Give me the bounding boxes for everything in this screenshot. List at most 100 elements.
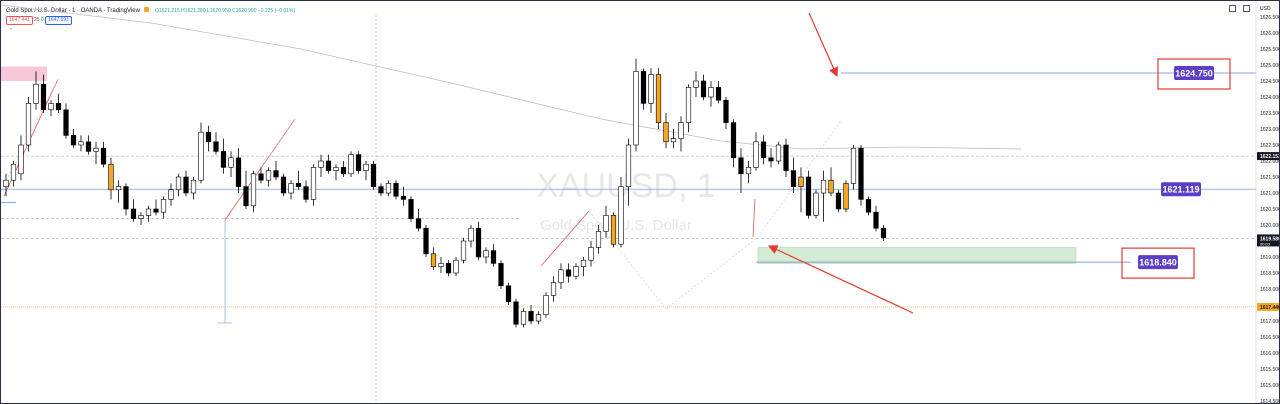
candle-body xyxy=(220,151,227,168)
resistance-level-label: 1624.750 xyxy=(1175,69,1213,79)
candle-body xyxy=(288,183,294,194)
candle-body xyxy=(243,186,249,207)
maximize-window-icon[interactable] xyxy=(1243,5,1250,12)
candle-body xyxy=(408,199,414,219)
y-tick-label: 1617.000 xyxy=(1260,319,1279,325)
candle-body xyxy=(348,154,354,175)
annotation-arrow-top xyxy=(808,12,838,78)
candle-body xyxy=(625,144,632,187)
ohlc-readout: O1621.215 H1621.280 L1620.950 C1620.990 … xyxy=(155,8,296,14)
candle-body xyxy=(798,176,804,187)
spread-value: 25.0 xyxy=(34,17,44,23)
pivot-level-label-bg xyxy=(1161,182,1201,197)
candle-body xyxy=(378,186,384,194)
candle-body xyxy=(228,157,234,168)
candle-body xyxy=(783,144,789,171)
swing-line-2 xyxy=(540,210,590,267)
orange-level-tag: 1617.440 xyxy=(1260,305,1279,311)
candle-body xyxy=(18,144,24,175)
candle-body xyxy=(460,240,467,261)
swing-line-3 xyxy=(752,198,756,238)
symbol-title[interactable]: Gold Spot / U.S. Dollar · 1 · OANDA · Tr… xyxy=(6,8,140,14)
y-tick-label: 1616.500 xyxy=(1260,335,1279,341)
dotted-swing-1 xyxy=(224,118,296,222)
y-tick-label: 1618.000 xyxy=(1260,287,1279,293)
candle-body xyxy=(708,87,714,98)
candle-body xyxy=(153,208,159,213)
candle-body xyxy=(753,141,759,168)
y-tick-label: 1626.500 xyxy=(1260,15,1279,21)
y-tick-label: 1620.000 xyxy=(1260,223,1279,229)
current-price-tag: 1619.580 xyxy=(1260,236,1279,242)
candle-body xyxy=(558,269,564,283)
candle-body xyxy=(850,147,857,184)
candle-body xyxy=(453,259,459,274)
candle-body xyxy=(138,215,144,219)
candle-body xyxy=(843,183,849,210)
y-tick-label: 1620.500 xyxy=(1260,207,1279,213)
chart-header: Gold Spot / U.S. Dollar · 1 · OANDA · Tr… xyxy=(1,1,1256,41)
y-tick-label: 1625.000 xyxy=(1260,63,1279,69)
candle-body xyxy=(175,176,182,191)
y-tick-label: 1621.500 xyxy=(1260,175,1279,181)
candle-body xyxy=(355,154,362,171)
y-tick-label: 1626.000 xyxy=(1260,31,1279,37)
candle-body xyxy=(663,122,669,143)
candle-body xyxy=(445,263,452,274)
candle-body xyxy=(813,192,819,216)
candle-body xyxy=(33,83,39,104)
candles-group xyxy=(3,58,887,328)
candle-body xyxy=(573,266,579,277)
axis-currency-label[interactable]: USD xyxy=(1260,6,1271,12)
candle-body xyxy=(820,179,827,194)
candle-body xyxy=(685,87,692,123)
candle-body xyxy=(423,227,429,255)
candle-body xyxy=(213,141,219,152)
buy-price-button[interactable]: 1647.691 xyxy=(45,16,72,25)
candle-body xyxy=(318,160,324,168)
candle-body xyxy=(670,138,677,143)
dotted-swing-3 xyxy=(665,236,759,310)
dotted-swing-0 xyxy=(6,78,59,180)
candle-body xyxy=(78,141,84,146)
candle-body xyxy=(858,147,864,200)
candle-body xyxy=(273,170,279,178)
demand-zone xyxy=(757,247,1077,264)
chevron-up-icon[interactable]: ⌃ xyxy=(9,28,14,34)
candle-body xyxy=(190,179,197,194)
candle-body xyxy=(25,103,32,146)
restore-window-icon[interactable] xyxy=(1229,5,1236,12)
supply-zone xyxy=(1,66,47,81)
candle-body xyxy=(513,301,519,325)
candle-body xyxy=(760,141,767,159)
y-tick-label: 1618.500 xyxy=(1260,271,1279,277)
candle-body xyxy=(108,163,114,191)
ma-value-tag-bg xyxy=(1257,152,1279,161)
candle-body xyxy=(130,208,137,219)
y-tick-label: 1622.500 xyxy=(1260,143,1279,149)
candle-body xyxy=(880,227,887,239)
candle-body xyxy=(723,99,729,123)
candle-body xyxy=(595,231,602,248)
orange-level-tag-bg xyxy=(1257,302,1279,311)
candle-body xyxy=(648,74,654,104)
candle-body xyxy=(873,211,879,229)
candle-body xyxy=(70,135,77,146)
candle-body xyxy=(535,314,542,322)
candle-body xyxy=(430,253,437,267)
candle-body xyxy=(528,311,534,322)
candle-body xyxy=(745,167,752,175)
sell-price-button[interactable]: 1647.441 xyxy=(6,16,33,25)
candle-body xyxy=(183,176,189,194)
y-tick-label: 1614.500 xyxy=(1260,399,1279,403)
candle-body xyxy=(640,71,647,104)
candle-body xyxy=(565,269,572,277)
candle-body xyxy=(543,295,549,315)
candle-body xyxy=(55,103,62,111)
candle-body xyxy=(265,170,272,181)
y-tick-label: 1622.000 xyxy=(1260,159,1279,165)
y-tick-label: 1615.000 xyxy=(1260,383,1279,389)
candle-body xyxy=(400,195,407,200)
